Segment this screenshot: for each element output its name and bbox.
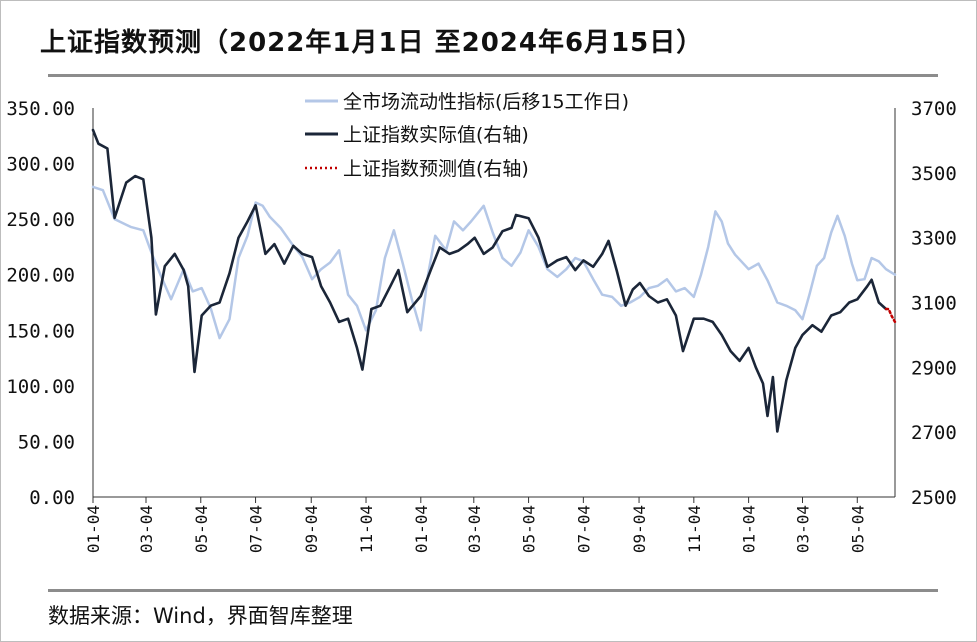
y-left-tick-label: 350.00 (6, 98, 75, 120)
x-tick-label: 11-04 (357, 505, 376, 553)
chart-title: 上证指数预测（2022年1月1日 至2024年6月15日） (40, 28, 704, 58)
y-left-tick-label: 300.00 (6, 154, 75, 176)
y-left-tick-label: 150.00 (6, 320, 75, 342)
y-right-tick-label: 3700 (911, 98, 957, 120)
y-left-tick-label: 100.00 (6, 376, 75, 398)
x-tick-label: 03-04 (465, 505, 484, 553)
x-tick-label: 03-04 (137, 505, 156, 553)
y-right-tick-label: 2700 (911, 422, 957, 444)
y-left-tick-label: 0.00 (29, 487, 75, 509)
x-tick-label: 07-04 (574, 505, 593, 553)
series-line-forecast (884, 307, 897, 324)
x-tick-label: 11-04 (685, 505, 704, 553)
series-line-actual (91, 128, 888, 433)
axes: 0.00 50.00 100.00 150.00 200.00 250.00 300.00 3… (6, 98, 956, 553)
y-left-tick-label: 200.00 (6, 265, 75, 287)
y-right-tick-label: 3100 (911, 293, 957, 315)
y-left-tick-label: 50.00 (18, 431, 75, 453)
source-rule (48, 589, 938, 592)
series-group (91, 128, 897, 433)
x-tick-label: 01-04 (84, 505, 103, 553)
x-tick-label: 05-04 (520, 505, 539, 553)
y-left-tick-label: 250.00 (6, 209, 75, 231)
x-tick-label: 07-04 (247, 505, 266, 553)
legend: 全市场流动性指标(后移15工作日) 上证指数实际值(右轴) 上证指数预测值(右轴… (305, 91, 629, 180)
legend-label-actual: 上证指数实际值(右轴) (343, 124, 529, 146)
x-tick-label: 09-04 (630, 505, 649, 553)
y-right-tick-label: 3300 (911, 228, 957, 250)
x-tick-label: 01-04 (412, 505, 431, 553)
x-tick-label: 09-04 (302, 505, 321, 553)
y-right-tick-label: 2900 (911, 357, 957, 379)
x-tick-label: 05-04 (192, 505, 211, 553)
y-right-tick-label: 2500 (911, 487, 957, 509)
source-note: 数据来源：Wind，界面智库整理 (48, 604, 353, 628)
legend-label-forecast: 上证指数预测值(右轴) (343, 158, 529, 180)
title-rule (48, 74, 938, 77)
legend-label-liquidity: 全市场流动性指标(后移15工作日) (343, 91, 629, 113)
y-right-tick-label: 3500 (911, 163, 957, 185)
x-tick-label: 03-04 (793, 505, 812, 553)
x-tick-label: 05-04 (848, 505, 867, 553)
x-tick-label: 01-04 (740, 505, 759, 553)
series-line-liquidity (91, 185, 897, 340)
